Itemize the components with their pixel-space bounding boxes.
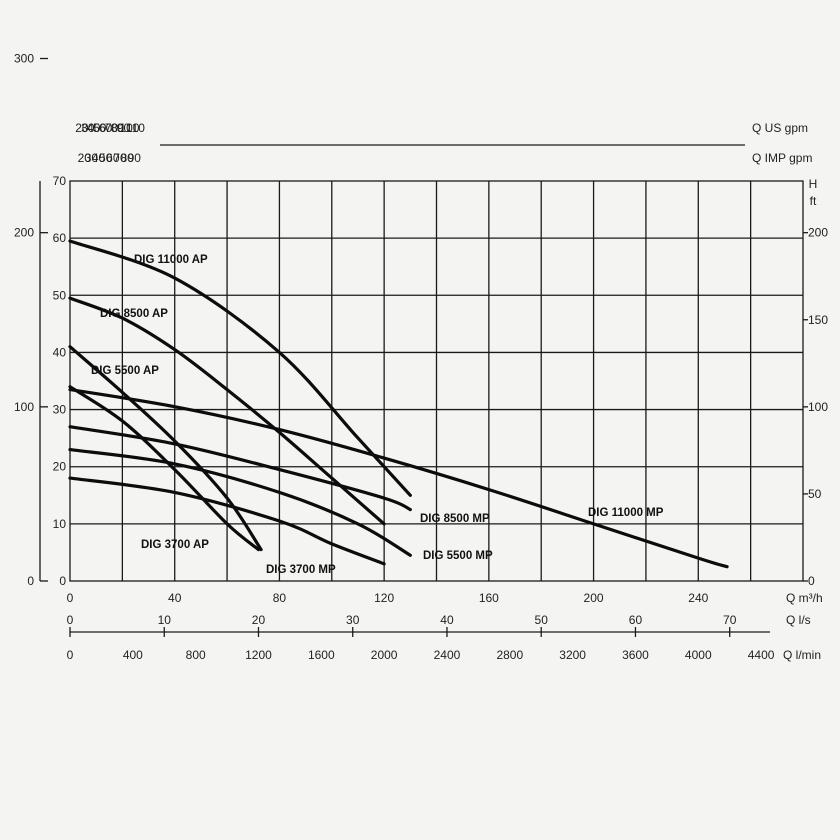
y-tick-label-m: 30	[53, 403, 67, 417]
x-top-tick-label-impgpm: 20	[78, 151, 92, 165]
x-tick-label-ls: 40	[440, 613, 454, 627]
x-top-tick-label-impgpm: 50	[99, 151, 113, 165]
x-tick-label-lmin: 2800	[496, 648, 523, 662]
curve-dig-8500-mp	[68, 425, 412, 512]
curve-label-dig-3700-ap: DIG 3700 AP	[141, 539, 209, 551]
x-tick-label-lmin: 4400	[748, 648, 775, 662]
y-right-tick-label: 50	[808, 487, 822, 501]
y-tick-label-outer: 0	[27, 574, 34, 588]
x-top-tick-label-impgpm: 30	[85, 151, 99, 165]
y-tick-label-outer: 100	[14, 400, 34, 414]
y-tick-label-m: 50	[53, 288, 67, 302]
curve-dig-3700-ap	[68, 385, 261, 552]
text-labels: 0102030405060700100200300400500600Hft050…	[14, 52, 828, 662]
curve-label-dig-3700-mp: DIG 3700 MP	[266, 564, 336, 576]
x-top-tick-label-usgpm: 50	[93, 121, 107, 135]
y-right-label-h: H	[809, 177, 818, 191]
x-tick-label-ls: 60	[629, 613, 643, 627]
x-tick-label-lmin: 2400	[434, 648, 461, 662]
x-tick-label-lmin: 1200	[245, 648, 272, 662]
curve-label-dig-5500-mp: DIG 5500 MP	[423, 550, 493, 562]
x-tick-label-m3h: 120	[374, 591, 394, 605]
y-tick-label-outer: 300	[14, 52, 34, 66]
x-tick-label-ls: 30	[346, 613, 360, 627]
x-tick-label-m3h: 80	[273, 591, 287, 605]
x-top-axis-label-usgpm: Q US gpm	[752, 121, 808, 135]
x-top-tick-label-usgpm: 20	[75, 121, 89, 135]
x-axis-label-m3h: Q m³/h	[786, 591, 823, 605]
performance-curves	[68, 239, 729, 569]
curve-dig-11000-ap	[68, 239, 412, 497]
x-top-tick-label-usgpm: 90	[117, 121, 131, 135]
x-tick-label-ls: 20	[252, 613, 266, 627]
x-top-tick-label-usgpm: 70	[105, 121, 119, 135]
x-tick-label-m3h: 160	[479, 591, 499, 605]
x-tick-label-lmin: 0	[67, 648, 74, 662]
x-top-tick-label-impgpm: 80	[120, 151, 134, 165]
x-top-tick-label-impgpm: 40	[92, 151, 106, 165]
x-tick-label-m3h: 0	[67, 591, 74, 605]
x-tick-label-lmin: 1600	[308, 648, 335, 662]
x-tick-label-lmin: 4000	[685, 648, 712, 662]
y-tick-label-m: 60	[53, 231, 67, 245]
y-tick-label-m: 40	[53, 345, 67, 359]
x-top-tick-label-usgpm: 40	[87, 121, 101, 135]
x-tick-label-lmin: 3600	[622, 648, 649, 662]
x-top-tick-label-usgpm: 110	[126, 121, 145, 135]
x-top-tick-label-usgpm: 100	[119, 121, 139, 135]
x-axis-label-lmin: Q l/min	[783, 648, 821, 662]
y-tick-label-m: 0	[59, 574, 66, 588]
y-right-tick-label: 0	[808, 574, 815, 588]
x-tick-label-ls: 10	[158, 613, 172, 627]
curve-dig-8500-ap	[68, 296, 386, 526]
curve-label-dig-11000-ap: DIG 11000 AP	[134, 254, 208, 266]
curve-dig-11000-mp	[68, 388, 729, 569]
x-top-axis-label-impgpm: Q IMP gpm	[752, 151, 812, 165]
x-tick-label-m3h: 240	[688, 591, 708, 605]
y-tick-label-m: 10	[53, 517, 67, 531]
x-top-tick-label-impgpm: 70	[113, 151, 127, 165]
y-right-tick-label: 100	[808, 400, 828, 414]
curve-dig-5500-mp	[68, 448, 412, 557]
x-tick-label-ls: 50	[535, 613, 549, 627]
curve-label-dig-11000-mp: DIG 11000 MP	[588, 507, 664, 519]
x-tick-label-lmin: 3200	[559, 648, 586, 662]
y-right-label-unit: ft	[810, 194, 817, 208]
curve-dig-3700-mp	[68, 476, 386, 566]
x-tick-label-ls: 0	[67, 613, 74, 627]
y-right-tick-label: 150	[808, 313, 828, 327]
curve-label-dig-8500-ap: DIG 8500 AP	[100, 308, 168, 320]
curve-label-dig-5500-ap: DIG 5500 AP	[91, 365, 159, 377]
x-tick-label-lmin: 2000	[371, 648, 398, 662]
curve-label-dig-8500-mp: DIG 8500 MP	[420, 513, 490, 525]
y-tick-label-outer: 200	[14, 226, 34, 240]
x-top-tick-label-usgpm: 30	[81, 121, 95, 135]
x-tick-label-lmin: 800	[186, 648, 206, 662]
y-tick-label-m: 70	[53, 174, 67, 188]
x-top-tick-label-impgpm: 90	[128, 151, 142, 165]
y-right-tick-label: 200	[808, 226, 828, 240]
x-tick-label-lmin: 400	[123, 648, 143, 662]
x-tick-label-m3h: 40	[168, 591, 182, 605]
x-tick-label-ls: 70	[723, 613, 737, 627]
y-tick-label-m: 20	[53, 460, 67, 474]
x-top-tick-label-impgpm: 60	[106, 151, 120, 165]
curve-dig-5500-ap	[68, 345, 263, 552]
x-top-tick-label-usgpm: 80	[111, 121, 125, 135]
x-top-tick-label-usgpm: 60	[99, 121, 113, 135]
x-tick-label-m3h: 200	[584, 591, 604, 605]
x-axis-label-ls: Q l/s	[786, 613, 811, 627]
